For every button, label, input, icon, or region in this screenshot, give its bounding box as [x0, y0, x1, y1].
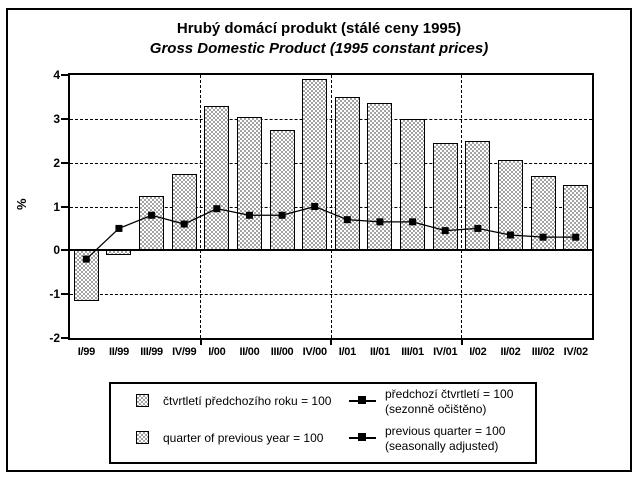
qoq-line-series [82, 203, 580, 263]
line-legend-label-en: previous quarter = 100 (seasonally adjus… [385, 424, 505, 454]
line-marker [311, 203, 319, 210]
gdp-bar [171, 173, 197, 251]
y-tick [61, 337, 70, 339]
gridline-v [200, 75, 201, 338]
x-tick-label: II/99 [108, 346, 129, 358]
gdp-bar [269, 129, 295, 251]
x-tick-label: I/99 [77, 346, 95, 358]
line-marker [409, 218, 417, 226]
gdp-bar [465, 140, 491, 251]
plot-area: 4 3 2 1 0 -1 -2 I/99 II/99 III/99 IV/99 I/00 II/00 II… [49, 68, 594, 358]
gdp-bar [400, 118, 426, 251]
line-legend-label-cs: předchozí čtvrtletí = 100 (sezonně očišt… [385, 387, 513, 417]
x-tick-label: IV/99 [172, 346, 197, 358]
y-tick [61, 74, 70, 76]
line-marker [441, 227, 449, 235]
legend: čtvrtletí předchozího roku = 100 quarter… [109, 382, 537, 464]
x-tick-label: IV/02 [563, 346, 588, 358]
x-tick-label: IV/00 [302, 346, 327, 358]
x-tick-label: III/01 [401, 346, 424, 358]
x-tick-label: I/02 [469, 346, 487, 358]
zero-axis-line [70, 249, 592, 252]
year-tick [199, 339, 202, 345]
gdp-bar [236, 116, 262, 251]
line-marker [245, 211, 253, 219]
y-tick-label: 1 [53, 199, 60, 214]
bar-legend-label-en: quarter of previous year = 100 [163, 431, 324, 445]
x-tick-label: I/01 [338, 346, 356, 358]
x-tick-label: I/00 [208, 346, 226, 358]
line-marker [376, 218, 384, 226]
line-marker [572, 233, 580, 241]
gdp-bar [367, 103, 393, 251]
gdp-bar [73, 250, 99, 301]
chart-title: Hrubý domácí produkt (stálé ceny 1995) [176, 20, 462, 37]
line-marker [115, 224, 123, 232]
year-tick [330, 339, 332, 345]
line-marker [180, 220, 188, 228]
x-tick-label: IV/01 [433, 346, 458, 358]
x-tick-label: II/02 [500, 346, 521, 358]
x-tick-label: II/01 [369, 346, 390, 358]
y-tick [61, 249, 70, 252]
line-marker [213, 205, 221, 213]
gdp-bar [139, 195, 165, 251]
y-tick-label: 2 [53, 155, 60, 170]
y-tick-label: 3 [53, 111, 60, 126]
line-legend-label-cs-line1: předchozí čtvrtletí = 100 [385, 387, 514, 401]
gridline-v [330, 75, 332, 338]
line-marker [539, 233, 547, 241]
line-marker [343, 216, 351, 224]
x-tick-label: III/00 [270, 346, 294, 358]
line-legend-label-en-line1: previous quarter = 100 [385, 424, 506, 438]
bar-legend-label-cs: čtvrtletí předchozího roku = 100 [163, 394, 332, 408]
gdp-bar [302, 79, 328, 251]
y-tick-label: 0 [53, 243, 60, 258]
line-legend-marker-cs [358, 396, 366, 404]
line-series-path [85, 205, 576, 260]
line-legend-label-cs-line2: (sezonně očištěno) [385, 402, 487, 416]
line-legend-label-en-line2: (seasonally adjusted) [385, 439, 499, 453]
line-marker [474, 224, 482, 232]
line-marker [82, 255, 90, 263]
gdp-bar [106, 250, 132, 255]
chart-outer-frame: Hrubý domácí produkt (stálé ceny 1995) G… [6, 8, 632, 472]
y-tick [61, 117, 70, 120]
chart-subtitle: Gross Domestic Product (1995 constant pr… [149, 40, 489, 57]
gridline-v [461, 75, 462, 338]
y-tick [61, 161, 70, 164]
y-tick-label: -1 [49, 287, 60, 302]
bar-legend-swatch-cs [136, 394, 149, 407]
gdp-bar [530, 175, 556, 251]
y-tick-label: -2 [49, 331, 60, 345]
x-tick-label: III/99 [140, 346, 163, 358]
y-tick-label: 4 [53, 68, 60, 82]
year-tick [460, 339, 463, 345]
x-tick-label: III/02 [531, 346, 555, 358]
line-marker [506, 231, 514, 239]
line-marker [148, 211, 156, 219]
line-legend-marker-en [358, 433, 366, 441]
y-tick [61, 205, 70, 208]
line-marker [278, 211, 286, 219]
y-tick [61, 293, 70, 296]
gdp-bar [204, 105, 230, 251]
x-tick-label: II/00 [239, 346, 260, 358]
bar-legend-swatch-en [136, 431, 149, 444]
gdp-bar [334, 96, 360, 251]
